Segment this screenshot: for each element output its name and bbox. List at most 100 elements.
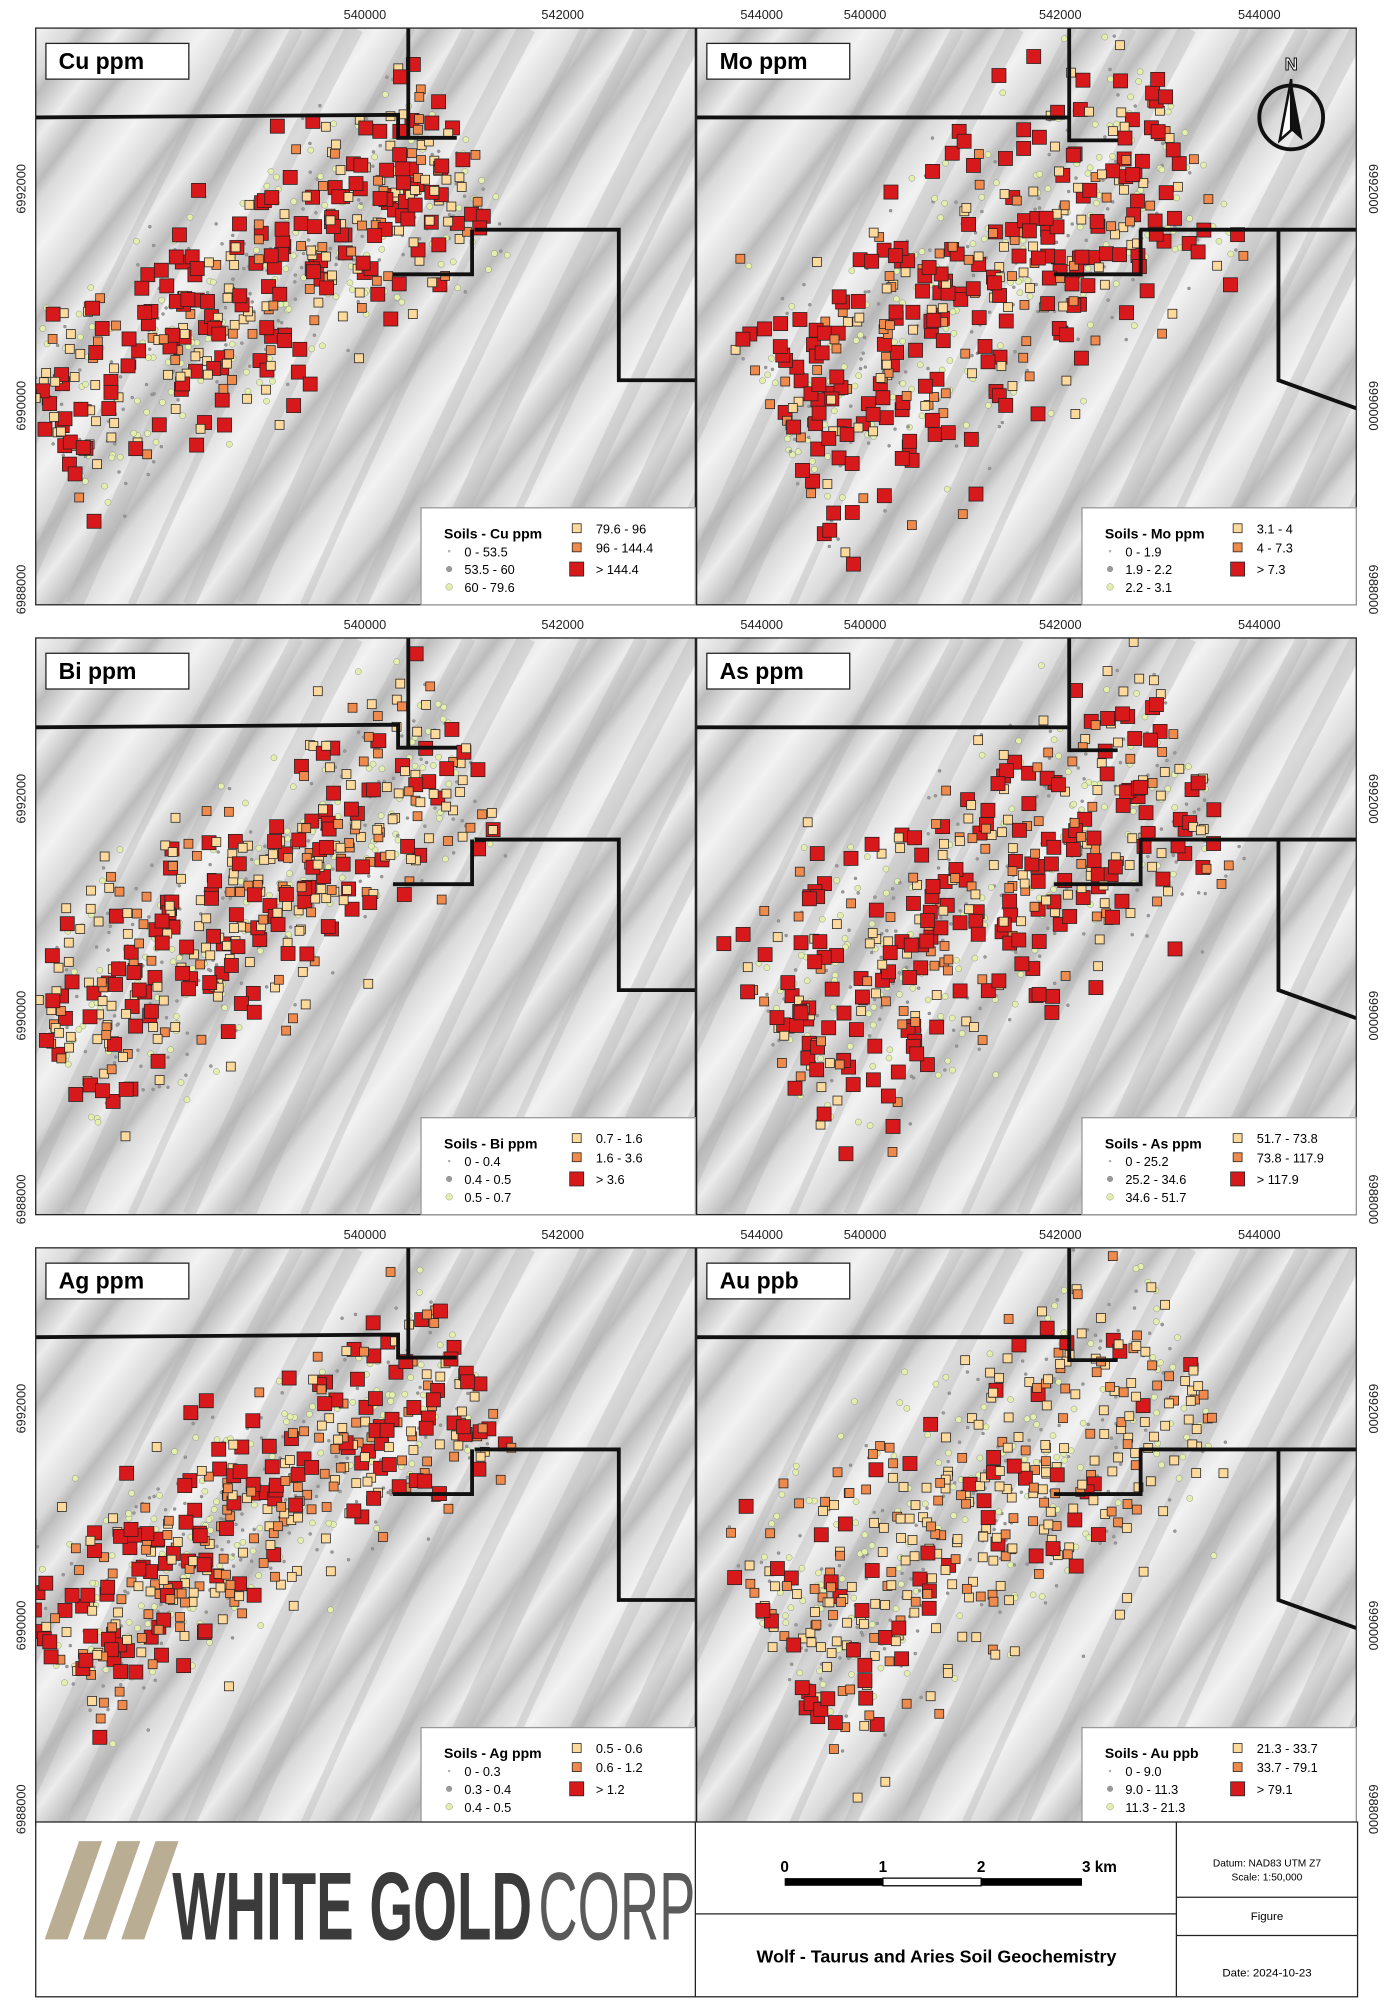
sample-square xyxy=(1090,335,1101,346)
y-tick-label: 6990000 xyxy=(1366,991,1381,1041)
sample-square xyxy=(843,850,859,866)
sample-square xyxy=(925,878,941,894)
sample-point xyxy=(868,920,876,928)
sample-square xyxy=(826,505,842,521)
sample-square xyxy=(385,140,396,151)
sample-square xyxy=(245,957,255,967)
sample-point xyxy=(1047,410,1055,417)
sample-point xyxy=(416,1266,424,1274)
sample-square xyxy=(885,320,895,331)
sample-point xyxy=(943,485,951,493)
sample-point xyxy=(831,971,839,979)
sample-square xyxy=(343,801,359,817)
sample-square xyxy=(1158,185,1174,201)
sample-point xyxy=(1080,799,1084,803)
sample-square xyxy=(1155,790,1166,801)
sample-square xyxy=(414,91,425,102)
sample-square xyxy=(237,842,248,853)
legend-label: 0 - 0.4 xyxy=(464,1154,500,1169)
sample-point xyxy=(244,877,248,881)
sample-square xyxy=(850,293,866,309)
sample-square xyxy=(455,152,471,168)
sample-point xyxy=(504,251,511,259)
sample-point xyxy=(106,1707,110,1712)
sample-point xyxy=(792,437,797,442)
sample-point xyxy=(316,1484,320,1489)
sample-point xyxy=(184,1073,188,1077)
sample-square xyxy=(780,975,796,991)
legend-symbol xyxy=(1230,1171,1246,1187)
sample-point xyxy=(937,214,944,222)
sample-point xyxy=(242,799,249,807)
sample-square xyxy=(181,981,196,997)
legend-label: 73.8 - 117.9 xyxy=(1257,1150,1324,1165)
sample-point xyxy=(158,296,165,304)
sample-point xyxy=(1065,768,1072,776)
sample-point xyxy=(438,1423,443,1427)
sample-square xyxy=(151,417,167,433)
sample-square xyxy=(1118,686,1129,697)
sample-square xyxy=(1157,328,1167,339)
sample-point xyxy=(115,1023,119,1027)
sample-point xyxy=(1173,751,1177,755)
sample-square xyxy=(424,215,435,226)
sample-point xyxy=(284,1498,288,1502)
sample-square xyxy=(822,522,838,538)
sample-square xyxy=(1155,689,1166,699)
sample-square xyxy=(735,927,751,942)
sample-square xyxy=(301,823,312,834)
sample-point xyxy=(951,1028,956,1033)
sample-square xyxy=(1007,381,1018,391)
sample-point xyxy=(1127,93,1134,101)
sample-square xyxy=(1115,798,1131,813)
sample-square xyxy=(1206,802,1222,818)
sample-square xyxy=(883,936,894,947)
sample-square xyxy=(939,838,949,849)
sample-point xyxy=(437,261,445,268)
sample-point xyxy=(0,310,6,316)
sample-square xyxy=(132,908,142,919)
sample-square xyxy=(1112,247,1127,263)
sample-square xyxy=(265,360,276,371)
sample-point xyxy=(250,300,254,304)
sample-point xyxy=(965,244,970,249)
sample-square xyxy=(309,315,320,326)
sample-point xyxy=(1007,1018,1012,1022)
sample-square xyxy=(111,320,121,331)
sample-point xyxy=(903,370,908,374)
sample-point xyxy=(394,836,402,844)
sample-point xyxy=(204,1610,208,1614)
sample-square xyxy=(213,991,223,1002)
sample-point xyxy=(1045,926,1050,930)
sample-point xyxy=(447,213,452,217)
sample-square xyxy=(35,393,41,404)
sample-point xyxy=(256,947,264,955)
legend-label: 0 - 25.2 xyxy=(1125,1154,1168,1169)
sample-square xyxy=(900,267,911,278)
sample-point xyxy=(101,866,106,870)
sample-point xyxy=(934,1071,942,1079)
sample-point xyxy=(263,182,271,190)
sample-square xyxy=(370,286,386,302)
sample-point xyxy=(367,874,371,878)
sample-point xyxy=(944,1057,952,1065)
sample-square xyxy=(999,241,1009,252)
sample-square xyxy=(716,936,732,952)
sample-point xyxy=(330,1550,334,1554)
sample-point xyxy=(136,1048,140,1052)
sample-point xyxy=(890,887,895,891)
sample-square xyxy=(1116,107,1127,118)
sample-square xyxy=(793,935,809,951)
sample-point xyxy=(851,382,859,390)
sample-point xyxy=(829,1078,834,1083)
sample-point xyxy=(1066,189,1071,194)
sample-point xyxy=(770,367,775,372)
sample-point xyxy=(393,658,400,665)
sample-point xyxy=(1180,892,1184,896)
sample-point xyxy=(824,453,831,460)
sample-square xyxy=(929,960,940,971)
sample-square xyxy=(1212,260,1222,271)
sample-square xyxy=(772,339,788,355)
sample-square xyxy=(1195,825,1206,836)
